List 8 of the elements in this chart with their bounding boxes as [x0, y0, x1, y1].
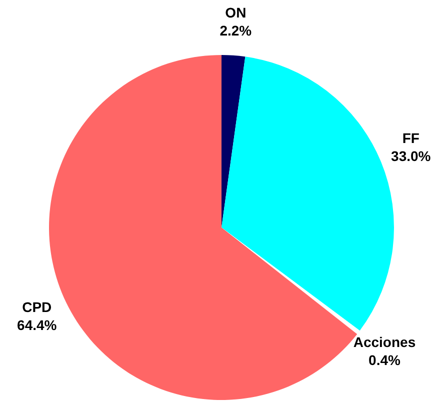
slice-label: ON: [225, 4, 246, 21]
data-label: 64.4%: [17, 317, 58, 334]
slice-label: Acciones: [353, 334, 416, 350]
slice-label: CPD: [22, 299, 52, 316]
data-label: 2.2%: [220, 22, 252, 39]
slice-label: FF: [402, 130, 420, 146]
data-label: 0.4%: [368, 352, 401, 368]
data-label: 33.0%: [391, 148, 432, 164]
